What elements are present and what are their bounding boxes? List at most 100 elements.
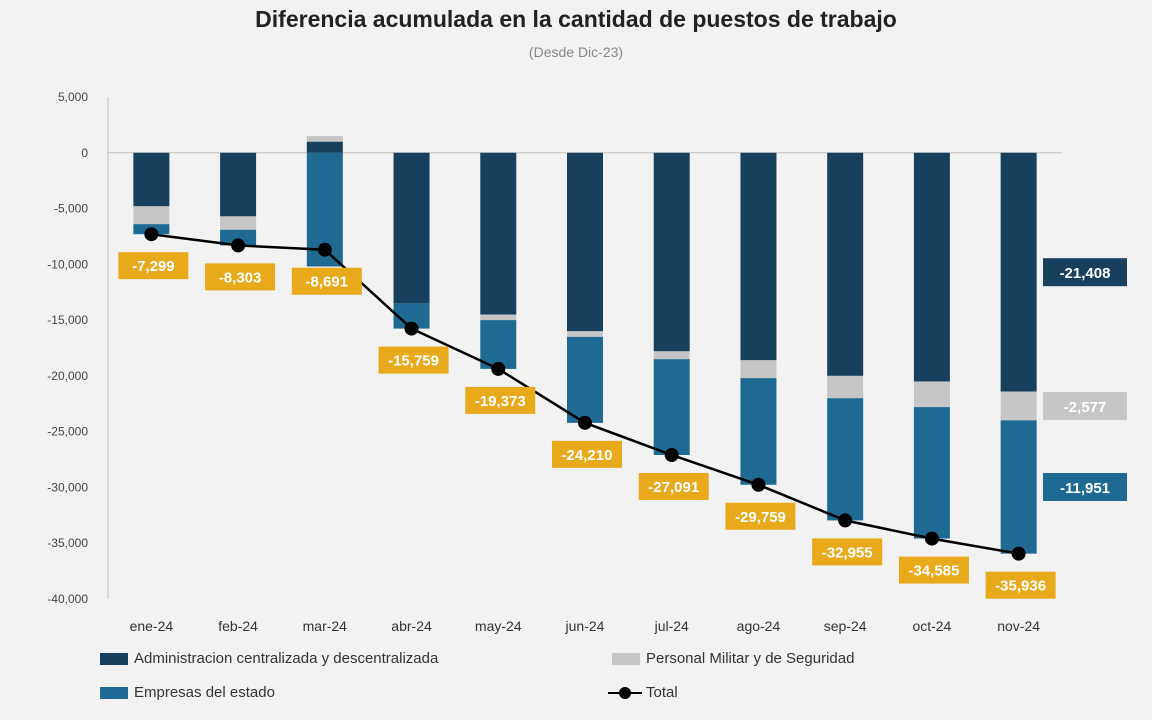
bar-segment [480,320,517,369]
bar-segment [827,398,864,521]
bar-segment [827,375,864,399]
x-tick-label: ene-24 [130,618,174,634]
bar-segment [653,351,690,360]
x-tick-label: abr-24 [391,618,432,634]
total-label-box [985,571,1056,599]
y-tick-label: -30,000 [47,480,88,494]
y-tick-label: -5,000 [54,202,88,216]
bar-segment [393,152,430,304]
y-tick-label: -20,000 [47,369,88,383]
legend-swatch-admin [100,652,128,665]
bar-segment [827,152,864,376]
legend-item-militar: Personal Militar y de Seguridad [612,650,854,667]
total-label-box [552,440,622,468]
bar-segment [133,206,170,225]
total-point [317,242,332,257]
bar-segment [567,336,603,423]
legend-label-admin: Administracion centralizada y descentral… [134,650,439,667]
x-tick-label: nov-24 [997,618,1040,634]
bar-segment [480,152,517,315]
chart-title: Diferencia acumulada en la cantidad de p… [255,6,897,32]
total-label-box [638,472,709,500]
legend-swatch-militar [612,652,640,665]
total-label-box [205,263,276,291]
x-tick-label: may-24 [475,618,522,634]
total-data-label: -15,759 [388,353,439,370]
total-data-label: -35,936 [995,578,1046,595]
total-label-box [812,538,883,566]
total-label-box [465,386,536,414]
x-tick-label: feb-24 [218,618,258,634]
total-label-box [118,252,189,280]
total-point [578,415,592,430]
bar-segment [1000,391,1037,421]
bar-segment [913,381,950,408]
bar-segment [220,229,257,246]
bar-segment [567,331,603,337]
end-series-label: -2,577 [1064,399,1107,416]
y-tick-label: -40,000 [47,592,88,606]
bar-segment [1000,152,1037,392]
bar-segment [480,314,517,321]
legend-label-empresas: Empresas del estado [134,684,275,701]
total-point [231,238,246,253]
x-tick-label: jun-24 [565,618,605,634]
bar-segment [653,152,690,352]
total-data-label: -24,210 [562,447,613,464]
total-label-box [898,556,969,584]
y-tick-label: -10,000 [47,257,88,271]
end-series-label: -11,951 [1060,480,1110,497]
total-data-label: -34,585 [908,563,959,580]
bar-segment [740,378,777,485]
total-data-label: -7,299 [132,258,175,275]
total-point [404,321,419,336]
bar-segment [740,152,777,361]
x-tick-label: oct-24 [912,618,951,634]
legend-item-empresas: Empresas del estado [100,684,275,701]
total-data-label: -8,303 [219,269,262,286]
total-point [664,447,679,462]
x-tick-label: mar-24 [303,618,348,634]
total-point [924,531,939,546]
bar-segment [306,136,343,142]
legend-label-total: Total [646,684,678,701]
total-point [751,477,766,492]
legend-item-admin: Administracion centralizada y descentral… [100,650,438,667]
bar-segment [220,216,257,230]
bar-segment [740,360,777,379]
x-tick-label: ago-24 [737,618,781,634]
legend-item-total: Total [608,684,678,701]
total-point [144,227,159,242]
bar-segment [653,359,690,455]
y-tick-label: -35,000 [47,536,88,550]
bar-segment [567,152,603,332]
bar-segment [220,152,257,217]
end-label-box [1043,391,1127,420]
end-series-label: -21,408 [1060,265,1111,282]
bar-segment [133,152,170,207]
x-tick-label: sep-24 [824,618,867,634]
bar-segment [913,152,950,382]
total-label-box [725,502,796,530]
legend-swatch-total [608,686,642,699]
total-data-label: -19,373 [475,393,526,410]
total-data-label: -29,759 [735,509,786,526]
total-label-box [291,267,362,295]
total-label-box [378,346,449,374]
legend-label-militar: Personal Militar y de Seguridad [646,650,855,667]
total-point [1011,546,1026,561]
chart-subtitle: (Desde Dic-23) [528,44,624,60]
y-tick-label: -15,000 [47,313,88,327]
legend-swatch-empresas [100,686,128,699]
end-label-box [1043,258,1127,287]
total-point [838,513,853,528]
y-tick-label: 0 [81,146,88,160]
y-tick-label: -25,000 [47,425,88,439]
bar-segment [913,407,950,539]
x-tick-label: jul-24 [654,618,689,634]
total-point [491,361,506,376]
total-data-label: -27,091 [648,479,699,496]
total-data-label: -8,691 [306,274,349,291]
